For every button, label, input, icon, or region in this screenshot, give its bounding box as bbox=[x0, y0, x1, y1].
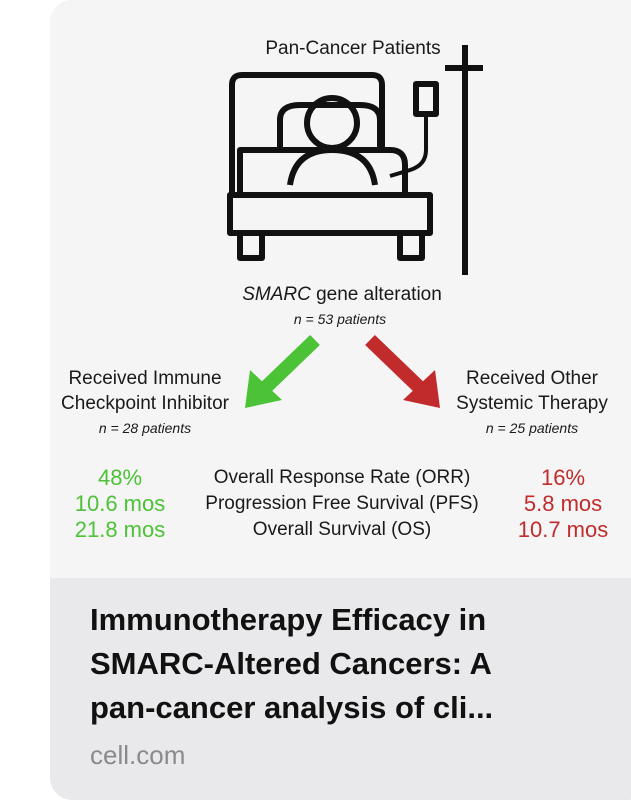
alteration-label: SMARC gene alteration bbox=[242, 284, 442, 306]
alteration-text: gene alteration bbox=[316, 284, 442, 305]
arrows bbox=[245, 334, 440, 408]
left-n: n = 28 patients bbox=[98, 420, 192, 436]
metric-name: Overall Response Rate (ORR) bbox=[213, 467, 471, 488]
green-arrowhead bbox=[245, 370, 282, 408]
illustration bbox=[227, 45, 483, 408]
link-domain[interactable]: cell.com bbox=[90, 740, 186, 770]
preview-image: Pan-Cancer Patients SMARC gene alteratio… bbox=[50, 0, 631, 578]
right-label-2: Systemic Therapy bbox=[456, 393, 608, 414]
metric-right-value: 5.8 mos bbox=[523, 491, 603, 516]
metric-left-value: 21.8 mos bbox=[74, 517, 166, 542]
left-label-1: Received Immune bbox=[68, 368, 222, 389]
left-label-2: Checkpoint Inhibitor bbox=[61, 393, 229, 414]
metric-name: Overall Survival (OS) bbox=[252, 519, 432, 540]
bed-icon bbox=[227, 45, 483, 275]
metric-right-value: 10.7 mos bbox=[517, 517, 609, 542]
right-n: n = 25 patients bbox=[485, 420, 579, 436]
red-arrow bbox=[365, 334, 427, 396]
link-preview-card[interactable]: Pan-Cancer Patients SMARC gene alteratio… bbox=[50, 0, 631, 800]
link-title-2[interactable]: SMARC-Altered Cancers: A bbox=[90, 646, 492, 681]
top-label: Pan-Cancer Patients bbox=[265, 38, 441, 59]
gene-name: SMARC bbox=[242, 284, 311, 305]
metric-name: Progression Free Survival (PFS) bbox=[205, 493, 479, 514]
metric-right-value: 16% bbox=[540, 465, 586, 490]
red-arrowhead bbox=[403, 370, 440, 408]
metric-left-value: 48% bbox=[97, 465, 143, 490]
right-label-1: Received Other bbox=[465, 368, 599, 389]
link-title-3[interactable]: pan-cancer analysis of cli... bbox=[90, 690, 494, 725]
metric-left-value: 10.6 mos bbox=[74, 491, 166, 516]
green-arrow bbox=[258, 334, 320, 396]
link-title-1[interactable]: Immunotherapy Efficacy in bbox=[90, 602, 487, 637]
total-n: n = 53 patients bbox=[293, 311, 387, 327]
